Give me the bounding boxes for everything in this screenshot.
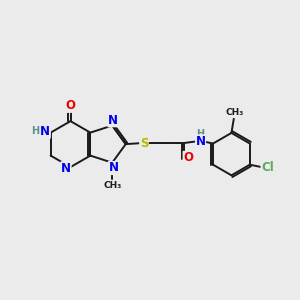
Text: H: H [31,126,39,136]
Text: N: N [61,162,71,175]
Text: CH₃: CH₃ [225,108,244,117]
Text: H: H [196,129,205,140]
Text: N: N [40,125,50,138]
Text: CH₃: CH₃ [103,181,122,190]
Text: N: N [108,114,118,127]
Text: O: O [65,99,76,112]
Text: O: O [183,152,193,164]
Text: N: N [108,161,118,175]
Text: N: N [196,135,206,148]
Text: Cl: Cl [261,160,274,174]
Text: S: S [140,137,148,150]
